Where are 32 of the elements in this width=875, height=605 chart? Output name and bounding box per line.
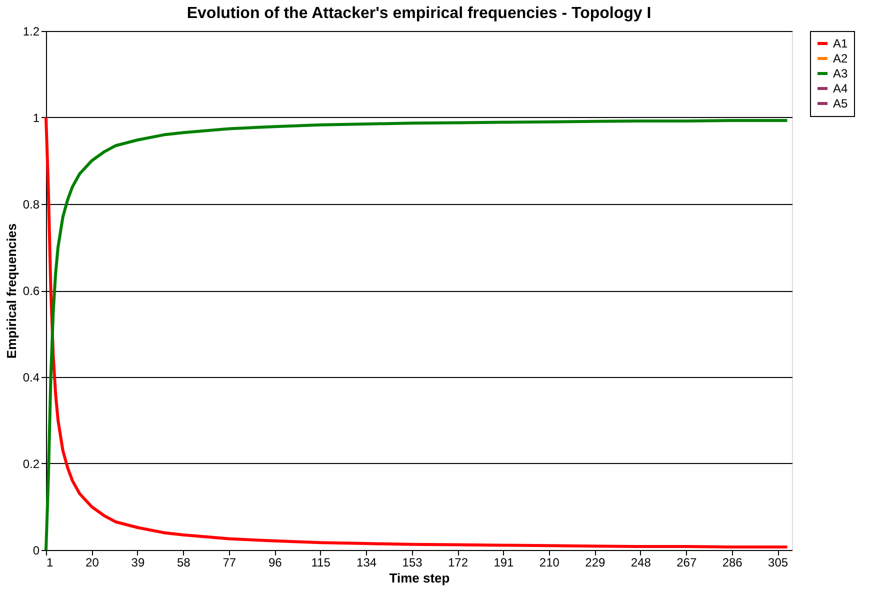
x-tick-label: 172: [448, 556, 468, 570]
y-tick-label: 1: [32, 111, 40, 125]
y-tick-label: 1.2: [22, 24, 40, 38]
x-tick-label: 305: [768, 556, 788, 570]
x-tick-label: 77: [222, 556, 236, 570]
x-tick-label: 191: [494, 556, 514, 570]
x-tick-label: 58: [176, 556, 191, 570]
y-tick-label: 0: [32, 544, 40, 558]
x-tick-label: 210: [539, 556, 560, 570]
x-tick-label: 134: [356, 556, 377, 570]
chart-title: Evolution of the Attacker's empirical frequencies - Topology I: [186, 5, 652, 22]
legend-label: A2: [833, 52, 848, 66]
x-axis-title: Time step: [389, 570, 450, 586]
y-axis-title: Empirical frequencies: [4, 223, 19, 359]
x-tick-label: 229: [585, 556, 606, 570]
x-tick-label: 39: [131, 556, 145, 570]
legend-label: A3: [833, 66, 848, 80]
x-tick-label: 286: [722, 556, 743, 570]
legend-label: A5: [833, 96, 848, 110]
y-tick-label: 0.6: [22, 284, 40, 298]
x-tick-label: 115: [311, 556, 331, 570]
x-tick-label: 153: [402, 556, 423, 570]
y-tick-label: 0.2: [22, 457, 40, 471]
x-tick-label: 96: [268, 556, 282, 570]
x-tick-label: 267: [676, 556, 697, 570]
legend-label: A4: [833, 82, 848, 96]
x-tick-label: 1: [46, 556, 54, 570]
x-tick-label: 20: [86, 556, 100, 570]
y-tick-label: 0.4: [22, 370, 40, 384]
y-tick-label: 0.8: [22, 198, 40, 212]
legend-label: A1: [833, 36, 848, 50]
x-tick-label: 248: [630, 556, 652, 570]
